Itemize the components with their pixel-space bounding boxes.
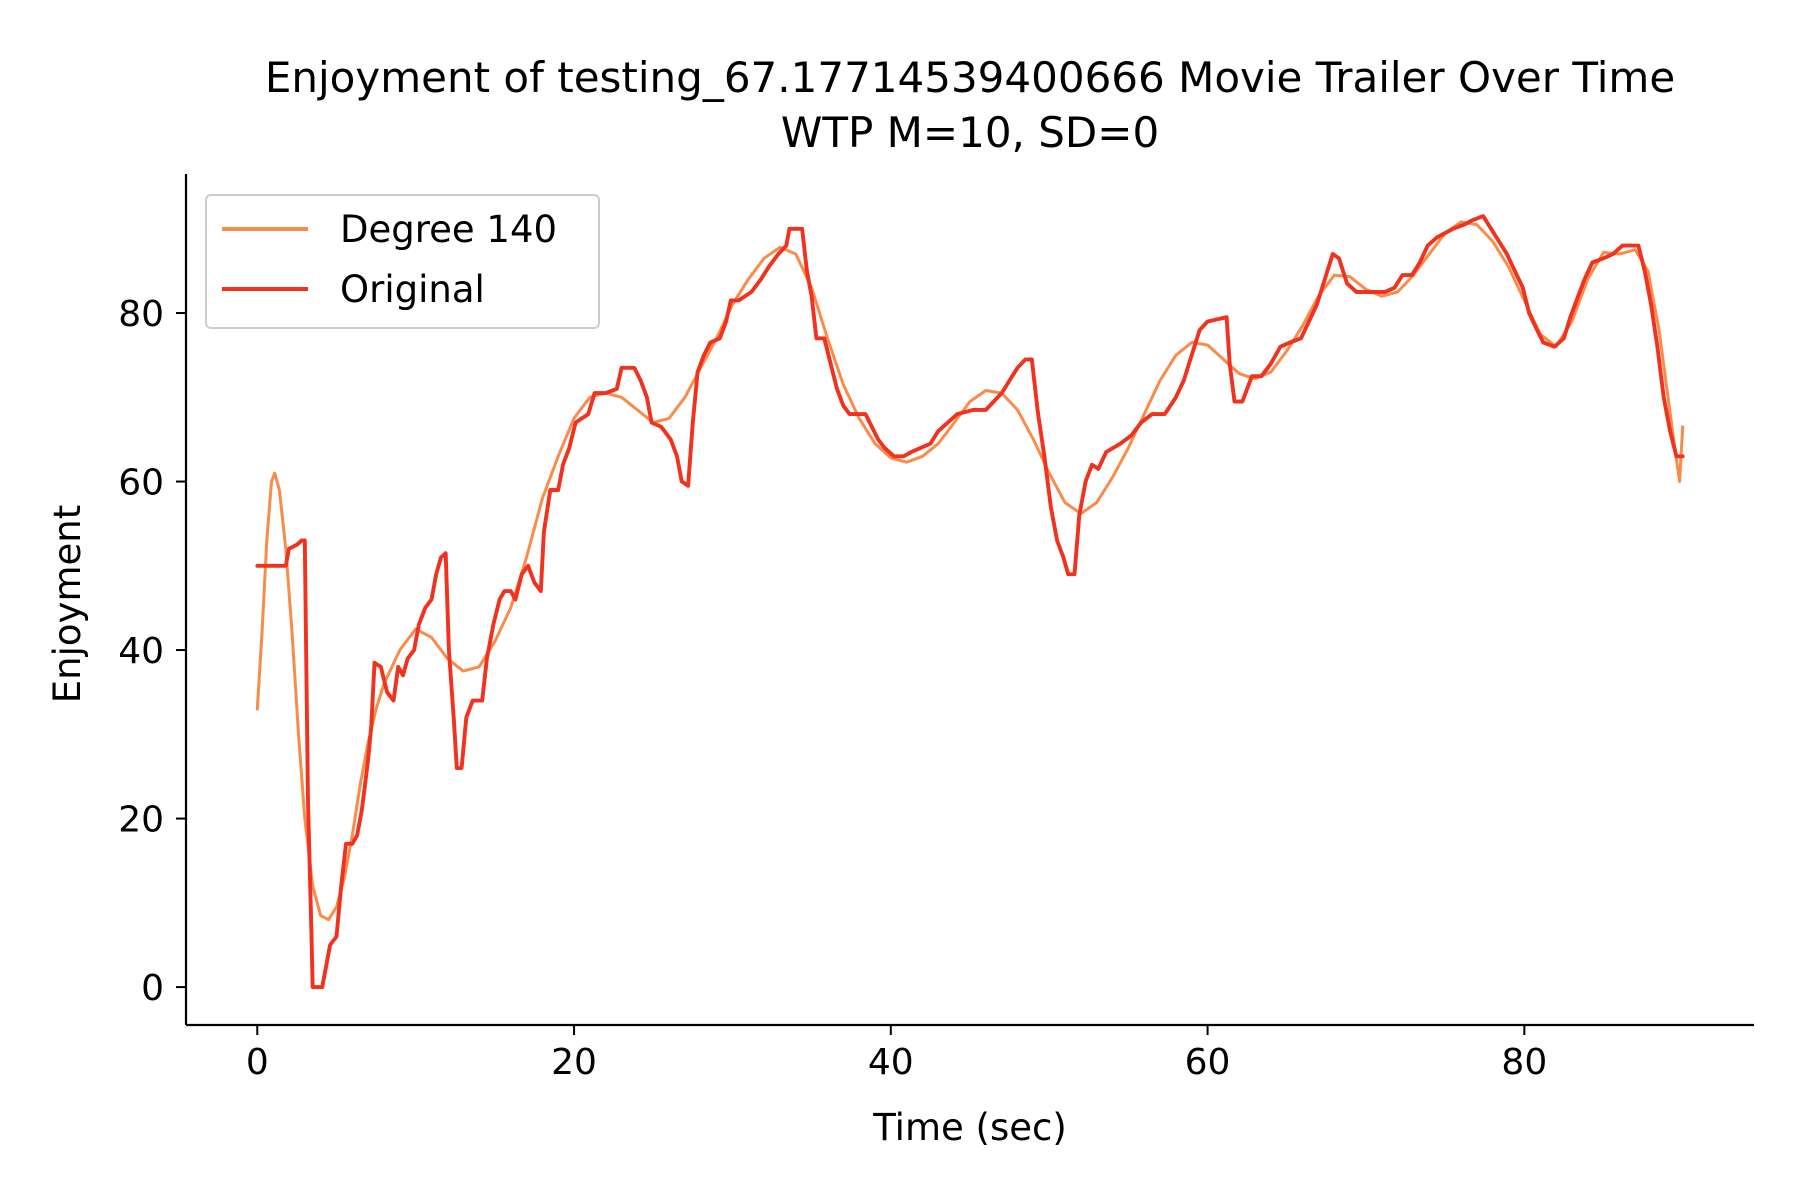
legend-label-original: Original	[340, 268, 485, 311]
series-line-original	[255, 214, 1685, 990]
x-axis-label: Time (sec)	[872, 1106, 1067, 1149]
y-axis-label: Enjoyment	[46, 505, 89, 703]
x-tick-label: 80	[1501, 1042, 1547, 1083]
x-tick-label: 0	[246, 1042, 269, 1083]
x-tick-label: 60	[1185, 1042, 1231, 1083]
x-tick-label: 20	[551, 1042, 597, 1083]
y-tick-label: 60	[118, 463, 164, 504]
y-tick-label: 80	[118, 294, 164, 335]
x-tick-label: 40	[868, 1042, 914, 1083]
y-tick-label: 0	[141, 968, 164, 1009]
ticks-layer: 0 20 40 60 80 0 20 40 60 80	[118, 294, 1547, 1083]
chart-subtitle: WTP M=10, SD=0	[781, 108, 1159, 157]
legend-label-degree: Degree 140	[340, 208, 557, 251]
chart-title: Enjoyment of testing_67.17714539400666 M…	[265, 53, 1675, 102]
legend: Degree 140 Original	[205, 194, 600, 329]
y-tick-label: 20	[118, 800, 164, 841]
series-layer	[255, 214, 1685, 990]
y-tick-label: 40	[118, 631, 164, 672]
